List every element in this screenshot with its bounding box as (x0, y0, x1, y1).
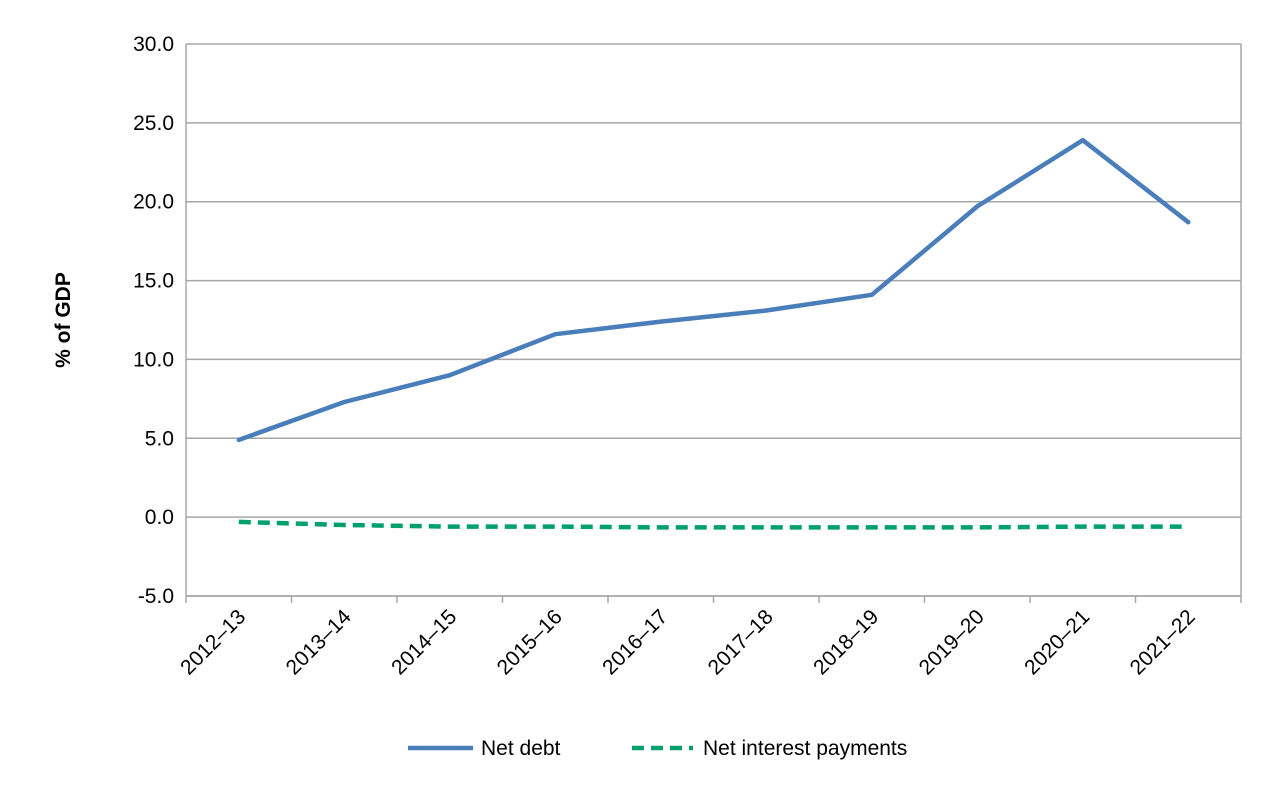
y-tick-label: 20.0 (133, 191, 174, 214)
y-tick-label: 5.0 (145, 427, 174, 450)
y-tick-label: 15.0 (133, 270, 174, 293)
series-line-net-interest-payments (238, 519, 1189, 530)
series-lines (236, 137, 1191, 530)
y-axis-title: % of GDP (52, 272, 75, 368)
y-tick-label: 10.0 (133, 348, 174, 371)
x-tick-label: 2016–17 (598, 605, 672, 679)
legend: Net debt Net interest payments (408, 737, 907, 760)
y-tick-label: 25.0 (133, 112, 174, 135)
series-line-net-debt (236, 137, 1191, 443)
axes (185, 44, 1242, 603)
y-tick-label: 30.0 (133, 33, 174, 56)
x-tick-labels: 2012–13 2013–14 2014–15 2015–16 2016–17 2017–… (176, 605, 1200, 679)
x-tick-label: 2012–13 (176, 605, 250, 679)
x-tick-label: 2017–18 (704, 605, 778, 679)
x-tick-label: 2014–15 (387, 605, 461, 679)
x-tick-label: 2019–20 (915, 605, 989, 679)
legend-label: Net debt (481, 737, 561, 760)
gridlines (186, 43, 1241, 597)
x-tick-label: 2021–22 (1126, 605, 1200, 679)
y-tick-label: 0.0 (145, 506, 174, 529)
y-tick-labels: -5.0 0.0 5.0 10.0 15.0 20.0 25.0 30.0 (133, 33, 174, 608)
x-tick-label: 2018–19 (809, 605, 883, 679)
x-tick-label: 2015–16 (493, 605, 567, 679)
y-tick-label: -5.0 (138, 585, 174, 608)
legend-label: Net interest payments (703, 737, 907, 760)
x-tick-label: 2013–14 (282, 605, 356, 679)
x-tick-label: 2020–21 (1020, 605, 1094, 679)
